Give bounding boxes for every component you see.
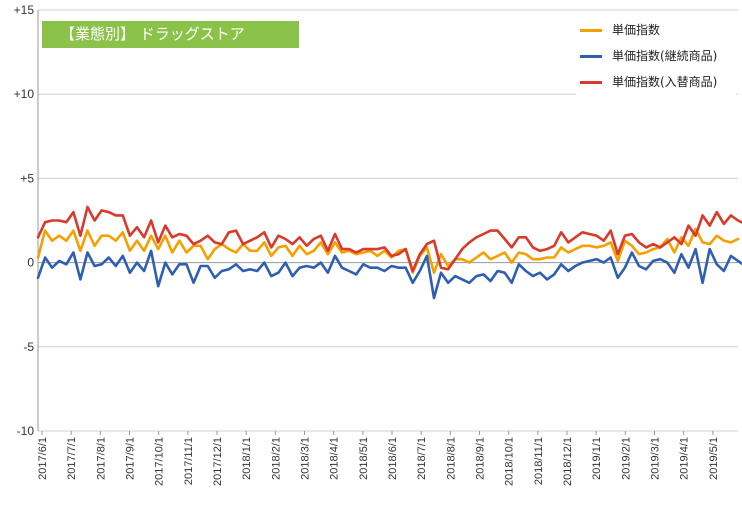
y-axis-tick-labels: +15 +10 +5 0 -5 -10: [14, 3, 35, 438]
x-tick-label: 2019/3/1: [650, 437, 662, 480]
x-tick-label: 2018/10/1: [504, 437, 516, 486]
x-tick-label: 2017/12/1: [212, 437, 224, 486]
legend-item-continuing-products: 単価指数(継続商品): [576, 44, 736, 70]
x-tick-label: 2018/4/1: [329, 437, 341, 480]
x-tick-label: 2018/1/1: [241, 437, 253, 480]
x-tick-label: 2017/11/1: [183, 437, 195, 485]
legend-item-unit-price-index: 単価指数: [576, 18, 736, 44]
x-tick-label: 2017/6/1: [37, 437, 49, 480]
x-tick-label: 2018/11/1: [533, 437, 545, 485]
legend-item-replacement-products: 単価指数(入替商品): [576, 70, 736, 96]
x-tick-label: 2018/3/1: [300, 437, 312, 480]
chart-banner-title: 【業態別】 ドラッグストア: [42, 21, 299, 48]
y-tick-label: 0: [27, 256, 34, 270]
y-tick-label: +5: [20, 171, 34, 185]
legend-swatch: [580, 29, 602, 32]
x-tick-label: 2018/8/1: [445, 437, 457, 480]
x-tick-label: 2017/10/1: [154, 437, 166, 486]
x-tick-label: 2018/7/1: [416, 437, 428, 480]
x-tick-label: 2019/5/1: [708, 437, 720, 480]
x-tick-label: 2018/12/1: [562, 437, 574, 486]
series-line-2: [36, 205, 742, 273]
x-tick-label: 2019/2/1: [620, 437, 632, 480]
series-line-0: [36, 227, 740, 275]
series-lines: [36, 205, 742, 300]
x-tick-label: 2019/1/1: [591, 437, 603, 480]
series-line-1: [36, 247, 742, 300]
x-tick-label: 2018/2/1: [270, 437, 282, 480]
y-tick-label: -10: [17, 424, 35, 438]
legend-label: 単価指数(継続商品): [612, 49, 718, 63]
x-tick-label: 2019/4/1: [679, 437, 691, 480]
legend-swatch: [580, 81, 602, 84]
y-tick-label: +15: [14, 3, 35, 17]
x-tick-label: 2018/5/1: [358, 437, 370, 480]
legend-swatch: [580, 55, 602, 58]
x-tick-label: 2018/9/1: [475, 437, 487, 480]
y-tick-label: +10: [14, 87, 35, 101]
legend-label: 単価指数(入替商品): [612, 75, 718, 89]
legend-label: 単価指数: [612, 23, 661, 37]
axes: [37, 10, 714, 435]
y-tick-label: -5: [23, 340, 34, 354]
legend: 単価指数 単価指数(継続商品) 単価指数(入替商品): [576, 18, 736, 96]
x-tick-label: 2017/9/1: [125, 437, 137, 480]
x-tick-label: 2017/8/1: [95, 437, 107, 480]
x-tick-label: 2017/7/1: [66, 437, 78, 480]
x-tick-label: 2018/6/1: [387, 437, 399, 480]
x-axis-tick-labels: 2017/6/1 2017/7/1 2017/8/1 2017/9/1 2017/10/…: [37, 437, 720, 486]
